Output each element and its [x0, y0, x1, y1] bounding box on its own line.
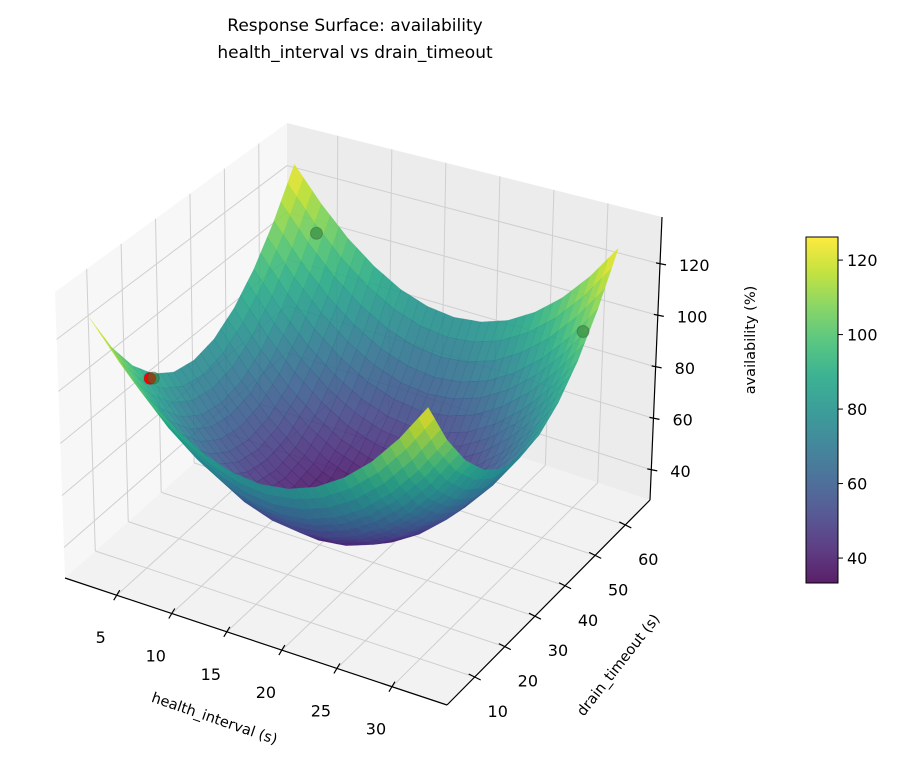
- x-tick-label: 25: [311, 701, 331, 720]
- y-tick-label: 50: [608, 580, 628, 599]
- z-tick-mark: [655, 262, 667, 266]
- scatter-point: [309, 226, 323, 240]
- y-tick-label: 40: [578, 611, 598, 630]
- x-tick-mark: [388, 681, 396, 693]
- scatter-point: [146, 371, 160, 385]
- scatter-point: [576, 325, 590, 339]
- left-wall-gridline-z: [56, 165, 288, 340]
- colorbar-tick-label: 80: [847, 400, 867, 419]
- x-tick-mark: [168, 608, 176, 619]
- scatter-points: [143, 226, 590, 385]
- floor-gridline-y: [128, 521, 505, 648]
- tick-labels: 5 10 15 20 25 30 10 20 30 40 50 60 40 60 80 100 120: [96, 256, 710, 739]
- x-axis-line: [64, 577, 448, 706]
- z-tick-label: 100: [677, 307, 708, 326]
- floor-gridline-y: [95, 550, 475, 678]
- floor-gridline-y: [161, 491, 536, 617]
- colorbar-tick-label: 60: [847, 475, 867, 494]
- x-tick-label: 20: [256, 683, 276, 702]
- colorbar-gradient: [805, 236, 839, 584]
- chart-title-line-2: health_interval vs drain_timeout: [217, 43, 493, 63]
- chart-title-line-1: Response Surface: availability: [227, 16, 482, 36]
- z-tick-label: 120: [679, 256, 710, 275]
- y-tick-mark: [528, 612, 542, 620]
- y-axis-line: [446, 499, 651, 706]
- y-tick-mark: [619, 521, 632, 529]
- x-tick-mark: [113, 589, 121, 601]
- floor-gridline-x: [391, 482, 599, 688]
- y-tick-label: 20: [518, 672, 538, 691]
- z-tick-mark: [649, 416, 660, 420]
- z-tick-label: 40: [670, 462, 690, 481]
- surface-mesh: [89, 163, 619, 546]
- y-tick-mark: [498, 643, 512, 651]
- y-tick-mark: [558, 582, 572, 590]
- x-tick-label: 30: [366, 720, 386, 739]
- y-tick-mark: [588, 551, 602, 559]
- floor-gridline-x: [336, 465, 546, 669]
- z-tick-label: 60: [672, 410, 692, 429]
- colorbar-tick-label: 40: [847, 549, 867, 568]
- x-tick-mark: [333, 663, 341, 674]
- y-tick-label: 30: [548, 641, 568, 660]
- x-tick-label: 10: [146, 647, 166, 666]
- z-tick-mark: [647, 468, 658, 472]
- y-tick-mark: [468, 673, 481, 681]
- x-tick-label: 5: [96, 628, 106, 647]
- colorbar-tick-label: 100: [847, 326, 878, 345]
- surface-facet: [418, 406, 435, 430]
- axis-lines: [64, 216, 667, 706]
- left-wall-pane: [55, 123, 287, 578]
- z-tick-mark: [653, 313, 664, 317]
- z-tick-mark: [651, 365, 662, 369]
- y-tick-label: 60: [638, 550, 658, 569]
- left-wall-gridline-z: [58, 211, 288, 392]
- colorbar-tick-label: 120: [847, 251, 878, 270]
- x-tick-label: 15: [201, 665, 221, 684]
- back-wall-gridline-z: [286, 165, 661, 265]
- z-axis-label: availability (%): [743, 286, 759, 395]
- z-tick-label: 80: [675, 359, 695, 378]
- x-tick-mark: [223, 626, 231, 638]
- y-tick-label: 10: [488, 702, 508, 721]
- surface-facet: [89, 317, 107, 343]
- x-tick-mark: [278, 644, 286, 656]
- colorbar: 40 60 80 100 120: [805, 236, 878, 584]
